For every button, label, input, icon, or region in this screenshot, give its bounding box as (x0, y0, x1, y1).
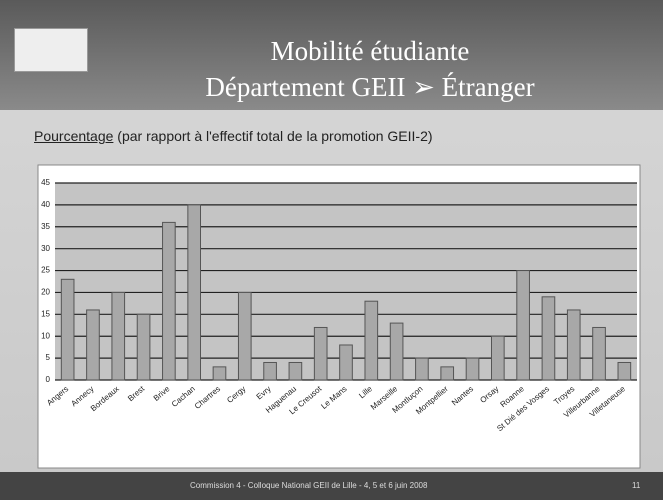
y-tick-label: 30 (41, 244, 50, 253)
bar (516, 270, 530, 381)
y-tick-label: 40 (41, 200, 50, 209)
y-tick-label: 45 (41, 178, 50, 187)
bar (187, 204, 201, 381)
y-tick-label: 25 (41, 266, 50, 275)
bar (566, 309, 581, 381)
bar (592, 326, 606, 381)
bar (237, 291, 252, 381)
bar (212, 366, 227, 381)
subtitle-text: (par rapport à l'effectif total de la pr… (117, 128, 433, 144)
subtitle: Pourcentage (par rapport à l'effectif to… (34, 128, 433, 144)
bar (136, 313, 151, 381)
y-tick-label: 5 (46, 353, 51, 362)
y-tick-label: 35 (41, 222, 50, 231)
bar (364, 300, 379, 381)
bar (491, 335, 505, 381)
bar (440, 366, 455, 381)
bar (162, 221, 176, 381)
bar (288, 361, 303, 381)
y-tick-label: 20 (41, 288, 50, 297)
subtitle-key: Pourcentage (34, 128, 114, 144)
title: Département GEII ➢ Étranger (205, 72, 535, 102)
bar (86, 309, 100, 381)
bar (111, 291, 126, 381)
y-tick-label: 15 (41, 309, 50, 318)
header (0, 0, 663, 110)
bar (313, 326, 328, 381)
y-tick-label: 0 (46, 375, 51, 384)
bar (263, 361, 277, 381)
y-tick-label: 10 (41, 331, 50, 340)
page-number: 11 (632, 481, 641, 490)
bar (541, 296, 556, 381)
bar (60, 278, 75, 381)
bar (389, 322, 404, 381)
title: Mobilité étudiante (270, 36, 470, 66)
logo (14, 28, 88, 72)
bar (617, 361, 632, 381)
bar (465, 357, 480, 381)
footer-text: Commission 4 - Colloque National GEII de… (190, 481, 428, 490)
footer: Commission 4 - Colloque National GEII de… (0, 472, 663, 500)
bar (415, 357, 429, 381)
bar (339, 344, 353, 381)
